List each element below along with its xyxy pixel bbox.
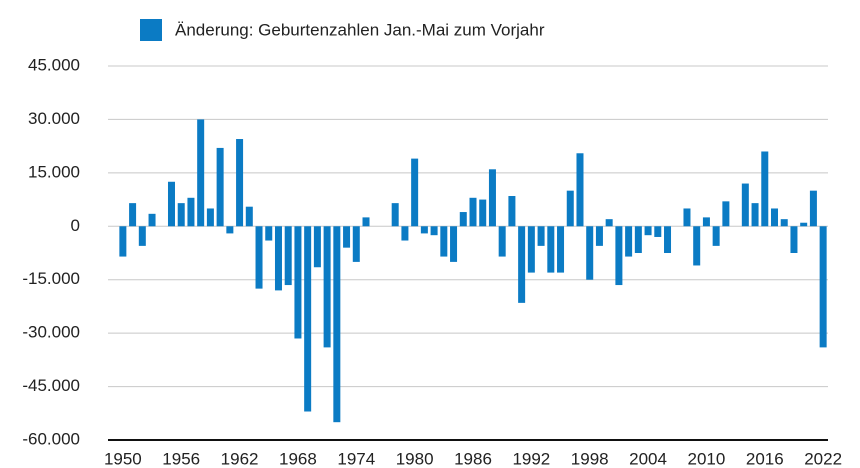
bar <box>790 226 798 253</box>
bar <box>537 226 545 246</box>
bar <box>595 226 603 246</box>
bar <box>362 217 370 227</box>
x-tick-label: 1986 <box>454 449 492 468</box>
bar <box>644 226 652 236</box>
bar <box>780 219 788 227</box>
bar <box>459 212 467 227</box>
y-tick-label: 15.000 <box>28 162 80 181</box>
bar <box>771 208 779 227</box>
y-tick-label: 30.000 <box>28 109 80 128</box>
bar <box>508 196 516 227</box>
bar <box>197 119 205 227</box>
bar <box>693 226 701 266</box>
y-tick-label: 45.000 <box>28 55 80 74</box>
x-tick-label: 2016 <box>746 449 784 468</box>
legend-swatch <box>140 19 162 41</box>
bar <box>664 226 672 253</box>
bar <box>751 203 759 227</box>
bar <box>313 226 321 268</box>
bar <box>430 226 438 236</box>
bar <box>119 226 127 257</box>
bar <box>518 226 526 303</box>
bar <box>566 190 574 227</box>
x-tick-label: 1968 <box>279 449 317 468</box>
bar <box>148 213 156 227</box>
x-tick-label: 1950 <box>104 449 142 468</box>
x-tick-label: 1956 <box>162 449 200 468</box>
bar <box>129 203 137 227</box>
bar <box>761 151 769 227</box>
bar <box>177 203 185 227</box>
bar <box>450 226 458 262</box>
bar <box>420 226 428 234</box>
x-tick-label: 1992 <box>512 449 550 468</box>
bar <box>138 226 146 246</box>
bar <box>216 147 224 227</box>
bar <box>333 226 341 423</box>
bar <box>265 226 273 241</box>
y-tick-label: -15.000 <box>22 269 80 288</box>
bar <box>401 226 409 241</box>
bar <box>343 226 351 248</box>
bar <box>527 226 535 273</box>
bar <box>255 226 263 289</box>
bar <box>605 219 613 227</box>
bar <box>498 226 506 257</box>
y-tick-label: -30.000 <box>22 323 80 342</box>
bar <box>741 183 749 227</box>
bar <box>712 226 720 246</box>
bar <box>284 226 292 286</box>
bar <box>236 139 244 227</box>
bar <box>469 197 477 227</box>
bar <box>557 226 565 273</box>
bar <box>352 226 360 262</box>
bar <box>809 190 817 227</box>
x-tick-label: 1998 <box>571 449 609 468</box>
x-tick-label: 1974 <box>337 449 375 468</box>
bar <box>440 226 448 257</box>
bar <box>294 226 302 339</box>
bar <box>323 226 331 348</box>
bar <box>625 226 633 257</box>
y-tick-label: -60.000 <box>22 429 80 448</box>
bar <box>245 206 253 227</box>
y-tick-label: -45.000 <box>22 376 80 395</box>
bar <box>187 197 195 227</box>
bar <box>576 153 584 227</box>
x-tick-label: 2010 <box>688 449 726 468</box>
bar <box>304 226 312 412</box>
x-tick-label: 2004 <box>629 449 667 468</box>
bar <box>800 222 808 227</box>
bar <box>274 226 282 291</box>
bar <box>411 158 419 227</box>
bar <box>702 217 710 227</box>
bar <box>722 201 730 227</box>
bar <box>683 208 691 227</box>
bar <box>488 169 496 227</box>
x-tick-label: 2022 <box>804 449 842 468</box>
x-tick-label: 1962 <box>221 449 259 468</box>
bar <box>586 226 594 280</box>
y-tick-label: 0 <box>71 216 80 235</box>
legend-label: Änderung: Geburtenzahlen Jan.-Mai zum Vo… <box>175 20 545 39</box>
bar <box>226 226 234 234</box>
bar <box>167 181 175 227</box>
bar <box>206 208 214 227</box>
bar <box>654 226 662 237</box>
bar <box>819 226 827 348</box>
bar <box>615 226 623 286</box>
bar <box>634 226 642 253</box>
bar <box>391 203 399 227</box>
bar <box>479 199 487 227</box>
bar <box>547 226 555 273</box>
x-tick-label: 1980 <box>396 449 434 468</box>
